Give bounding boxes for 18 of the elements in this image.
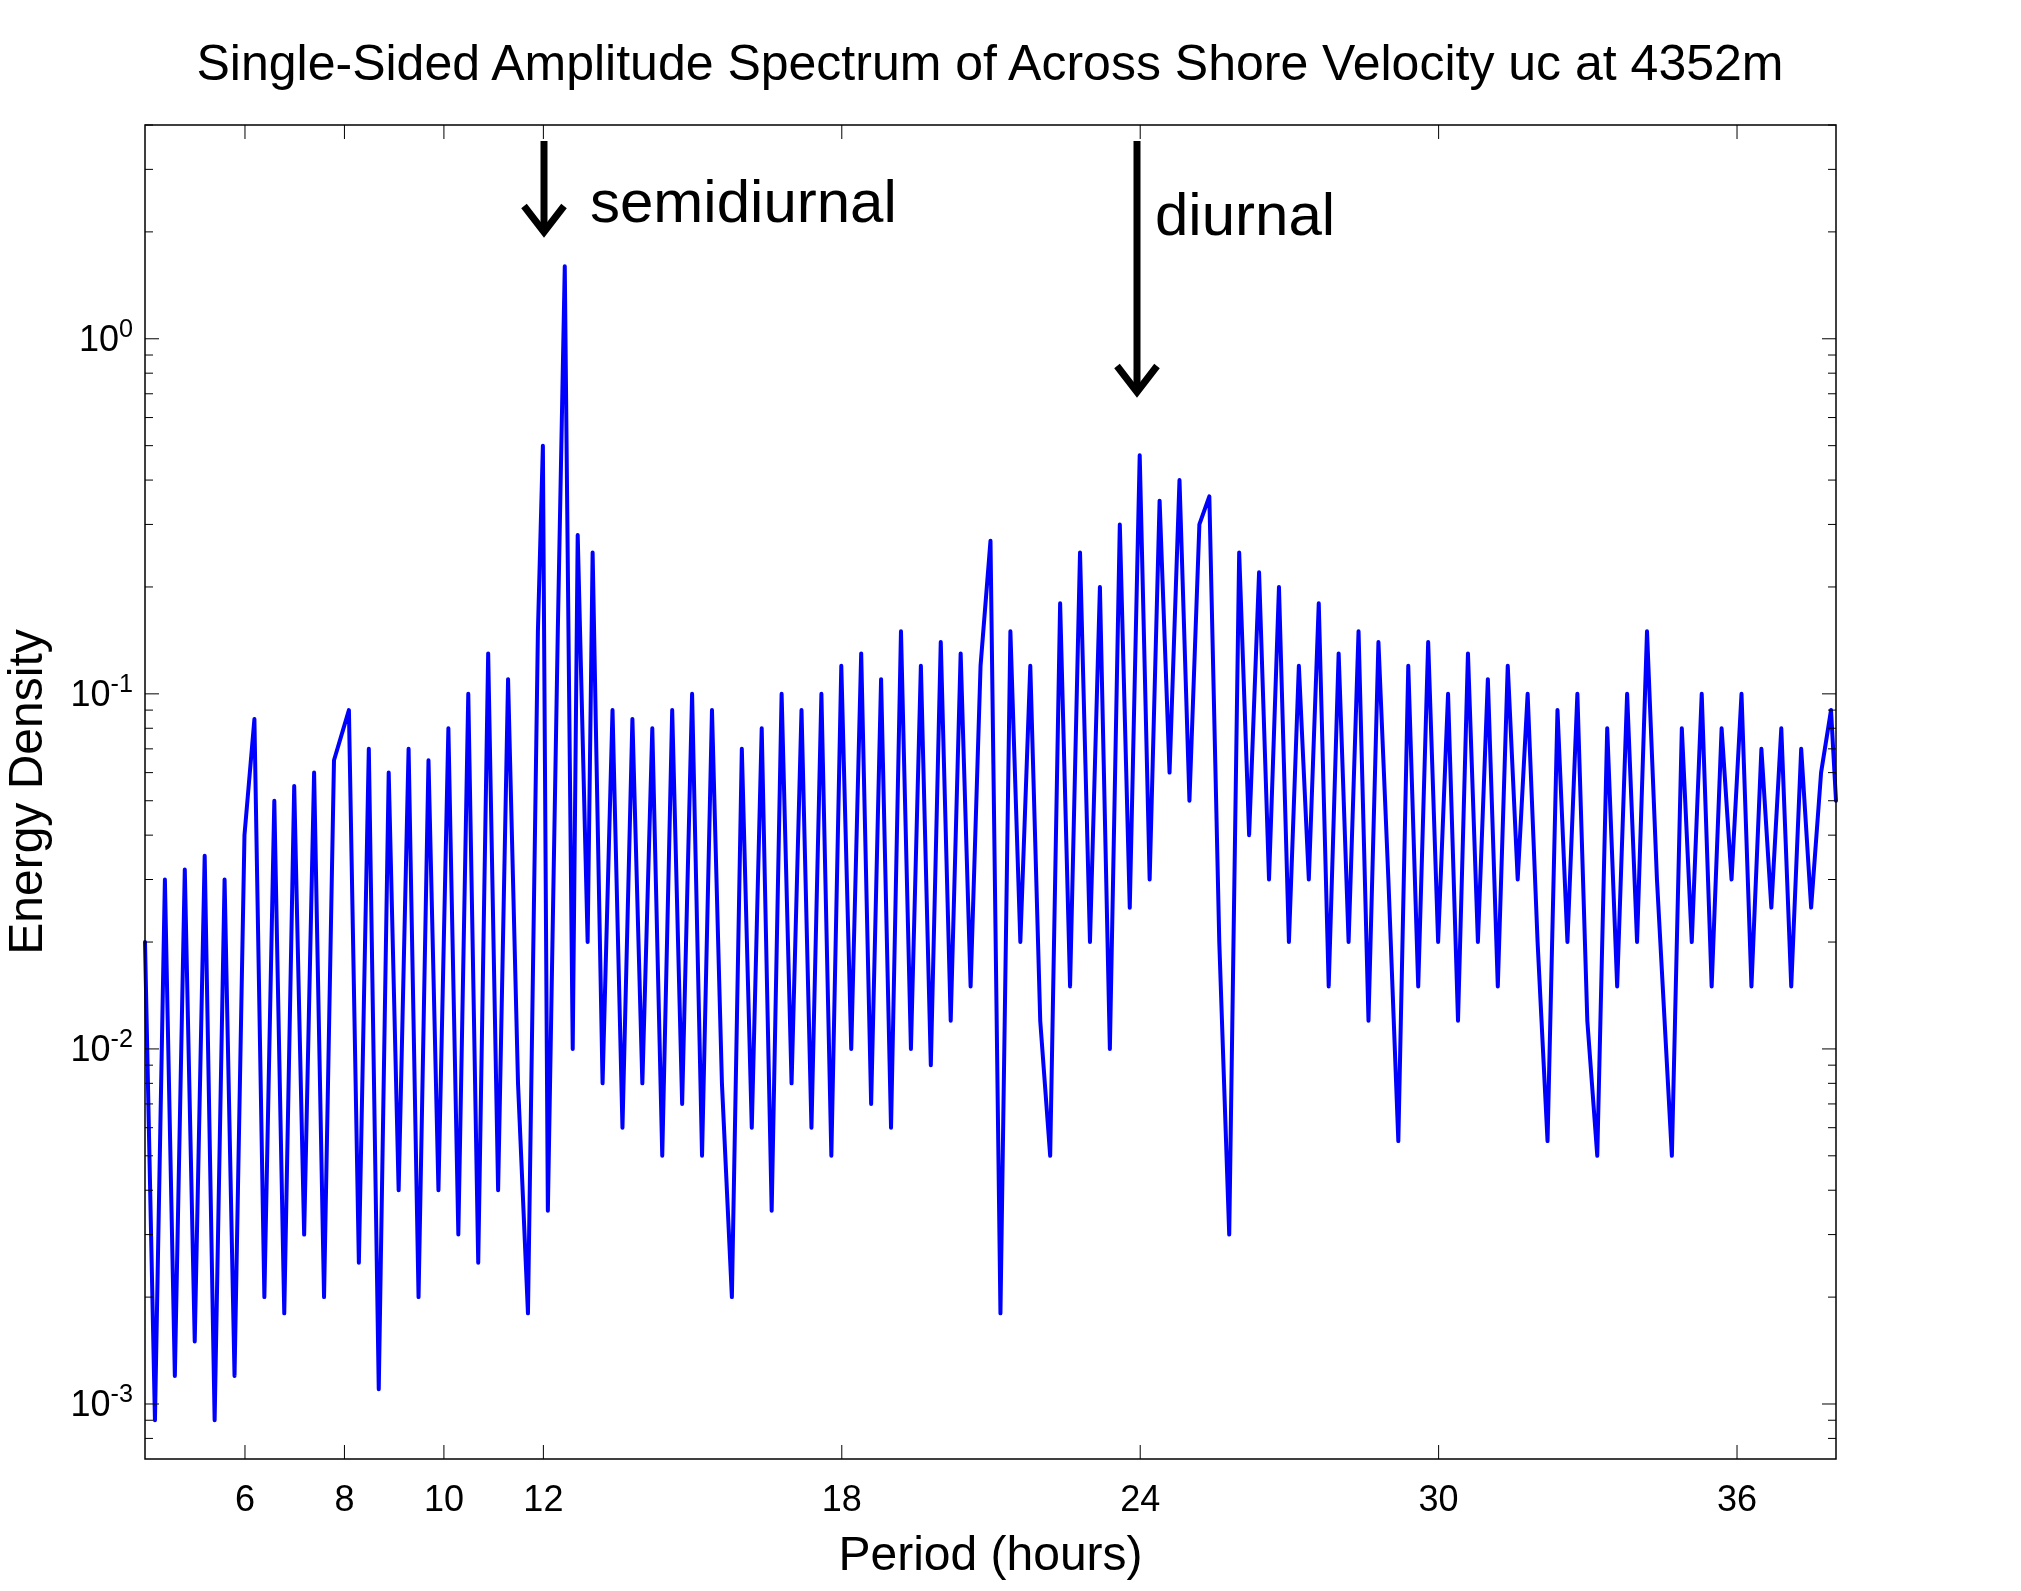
x-tick-label: 6 xyxy=(234,1477,255,1519)
y-axis-title: Energy Density xyxy=(0,629,52,955)
y-tick-label: 10$^{-2}$ xyxy=(70,1023,133,1069)
x-axis-title: Period (hours) xyxy=(838,1527,1143,1580)
x-tick-label: 8 xyxy=(334,1477,355,1519)
annotation: semidiurnal xyxy=(590,168,897,235)
y-tick-label: 10$^{-1}$ xyxy=(70,668,133,714)
x-tick-label: 18 xyxy=(821,1477,862,1519)
line-series xyxy=(143,264,1838,1423)
annotation: diurnal xyxy=(1155,181,1336,248)
y-tick-label: 10$^{0}$ xyxy=(78,313,133,359)
x-tick-label: 24 xyxy=(1120,1477,1161,1519)
x-tick-label: 12 xyxy=(523,1477,564,1519)
x-tick-label: 30 xyxy=(1418,1477,1459,1519)
y-tick-label: 10$^{-3}$ xyxy=(70,1379,133,1424)
x-tick-label: 10 xyxy=(423,1477,464,1519)
x-tick-label: 36 xyxy=(1717,1477,1758,1519)
chart-title: Single-Sided Amplitude Spectrum of Across Shore Velocity uc at 4352m xyxy=(196,35,1784,91)
